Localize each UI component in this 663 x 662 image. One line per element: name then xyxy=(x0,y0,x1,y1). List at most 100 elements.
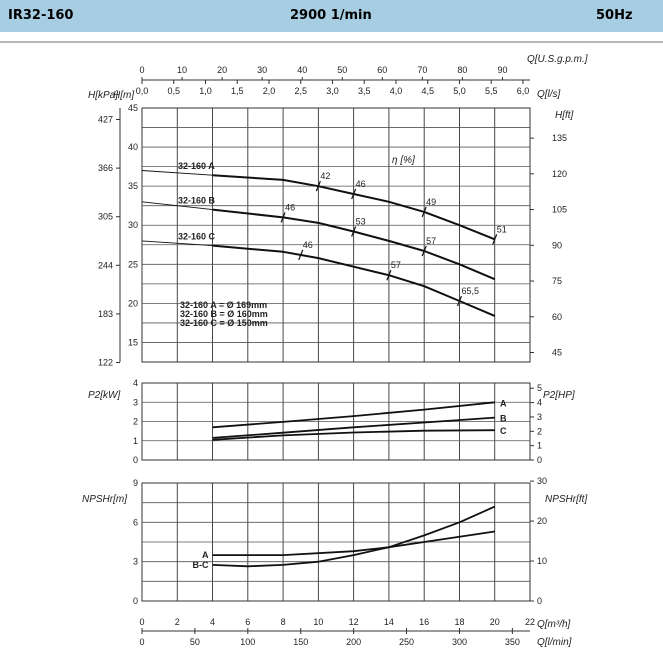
q-lmin-tick: 300 xyxy=(452,637,467,647)
ls-tick-label: 2,0 xyxy=(263,86,276,96)
q-m3h-tick: 2 xyxy=(175,617,180,627)
head-curve-thin-1 xyxy=(141,201,213,211)
npsh-m-tick: 0 xyxy=(133,596,138,606)
ls-tick-label: 2,5 xyxy=(294,86,307,96)
efficiency-label: η [%] xyxy=(392,155,415,166)
h-m-tick: 20 xyxy=(128,298,138,308)
h-m-tick: 15 xyxy=(128,337,138,347)
head-curve-thin-2 xyxy=(141,240,213,247)
efficiency-value: 46 xyxy=(356,179,366,189)
efficiency-tick xyxy=(456,295,463,307)
header-divider xyxy=(0,41,663,43)
diameter-legend-item: 32-160 B = Ø 160mm xyxy=(180,309,268,319)
gpm-tick-label: 0 xyxy=(139,65,144,75)
q-m3h-label: Q[m³/h] xyxy=(537,619,571,630)
npsh-ft-tick: 20 xyxy=(537,516,547,526)
gpm-tick-label: 80 xyxy=(457,65,467,75)
p2-hp-tick: 2 xyxy=(537,426,542,436)
h-m-tick: 45 xyxy=(128,103,138,113)
h-ft-label: H[ft] xyxy=(555,110,574,121)
power-curve-label: A xyxy=(500,398,507,408)
q-lmin-tick: 50 xyxy=(190,637,200,647)
gpm-tick-label: 20 xyxy=(217,65,227,75)
ls-tick-label: 4,5 xyxy=(421,86,434,96)
ls-tick-label: 5,5 xyxy=(485,86,498,96)
h-m-tick: 35 xyxy=(128,181,138,191)
h-m-tick: 30 xyxy=(128,220,138,230)
head-chart-frame xyxy=(141,107,531,363)
q-m3h-tick: 10 xyxy=(313,617,323,627)
q-m3h-tick: 16 xyxy=(419,617,429,627)
npsh-curve-B-C xyxy=(212,505,496,568)
head-curve-label: 32-160 A xyxy=(178,161,215,171)
h-kpa-tick: 427 xyxy=(98,115,113,125)
power-curve-C xyxy=(212,429,495,441)
h-ft-tick: 75 xyxy=(552,276,562,286)
power-curve-A xyxy=(212,401,495,429)
p2-kw-tick: 3 xyxy=(133,397,138,407)
ls-tick-label: 0,0 xyxy=(136,86,149,96)
model-title: IR32-160 xyxy=(8,8,74,23)
p2-hp-tick: 0 xyxy=(537,455,542,465)
speed-label: 2900 1/min xyxy=(290,8,372,23)
gpm-tick-label: 40 xyxy=(297,65,307,75)
power-curve-label: C xyxy=(500,426,507,436)
efficiency-tick xyxy=(351,188,357,200)
p2-kw-tick: 4 xyxy=(133,378,138,388)
gpm-tick-label: 60 xyxy=(377,65,387,75)
p2-kw-label: P2[kW] xyxy=(88,390,120,401)
q-lmin-label: Q[l/min] xyxy=(537,637,572,648)
efficiency-value: 51 xyxy=(497,224,507,234)
npsh-ft-tick: 10 xyxy=(537,556,547,566)
h-ft-tick: 90 xyxy=(552,240,562,250)
efficiency-tick xyxy=(386,270,392,281)
q-m3h-tick: 14 xyxy=(384,617,394,627)
h-m-tick: 25 xyxy=(128,259,138,269)
head-curve-label: 32-160 B xyxy=(178,196,216,206)
h-kpa-tick: 366 xyxy=(98,163,113,173)
q-lmin-tick: 150 xyxy=(293,637,308,647)
gpm-tick-label: 10 xyxy=(177,65,187,75)
gpm-tick-label: 70 xyxy=(417,65,427,75)
q-lmin-tick: 0 xyxy=(139,637,144,647)
head-curve-A xyxy=(212,174,496,241)
p2-hp-label: P2[HP] xyxy=(543,390,575,401)
head-curve-C xyxy=(212,244,496,317)
power-curve-label: B xyxy=(500,414,507,424)
efficiency-tick xyxy=(280,212,286,223)
header-bar: IR32-160 2900 1/min 50Hz xyxy=(0,0,663,32)
power-curve-B xyxy=(212,416,495,439)
h-ft-tick: 60 xyxy=(552,312,562,322)
frequency-label: 50Hz xyxy=(596,8,633,23)
q-lmin-tick: 100 xyxy=(240,637,255,647)
q-m3h-tick: 22 xyxy=(525,617,535,627)
ls-tick-label: 0,5 xyxy=(167,86,180,96)
ls-tick-label: 4,0 xyxy=(390,86,403,96)
efficiency-value: 42 xyxy=(320,171,330,181)
p2-hp-tick: 1 xyxy=(537,441,542,451)
q-m3h-tick: 18 xyxy=(454,617,464,627)
p2-kw-tick: 1 xyxy=(133,436,138,446)
h-kpa-tick: 122 xyxy=(98,357,113,367)
h-kpa-tick: 244 xyxy=(98,260,113,270)
ls-tick-label: 1,0 xyxy=(199,86,212,96)
ls-tick-label: 6,0 xyxy=(517,86,530,96)
gpm-tick-label: 50 xyxy=(337,65,347,75)
p2-kw-tick: 0 xyxy=(133,455,138,465)
q-lmin-tick: 250 xyxy=(399,637,414,647)
ls-tick-label: 3,5 xyxy=(358,86,371,96)
ls-tick-label: 3,0 xyxy=(326,86,339,96)
h-kpa-label: H[kPa] xyxy=(88,90,118,101)
p2-hp-tick: 5 xyxy=(537,383,542,393)
diameter-legend-item: 32-160 C = Ø 150mm xyxy=(180,318,268,328)
h-kpa-tick: 183 xyxy=(98,309,113,319)
q-m3h-tick: 4 xyxy=(210,617,215,627)
q-lmin-tick: 200 xyxy=(346,637,361,647)
efficiency-tick xyxy=(492,234,498,245)
head-curve-B xyxy=(212,208,496,281)
ls-tick-label: 1,5 xyxy=(231,86,244,96)
q-lmin-tick: 350 xyxy=(505,637,520,647)
npsh-m-tick: 3 xyxy=(133,557,138,567)
q-m3h-tick: 0 xyxy=(139,617,144,627)
efficiency-value: 49 xyxy=(426,197,436,207)
